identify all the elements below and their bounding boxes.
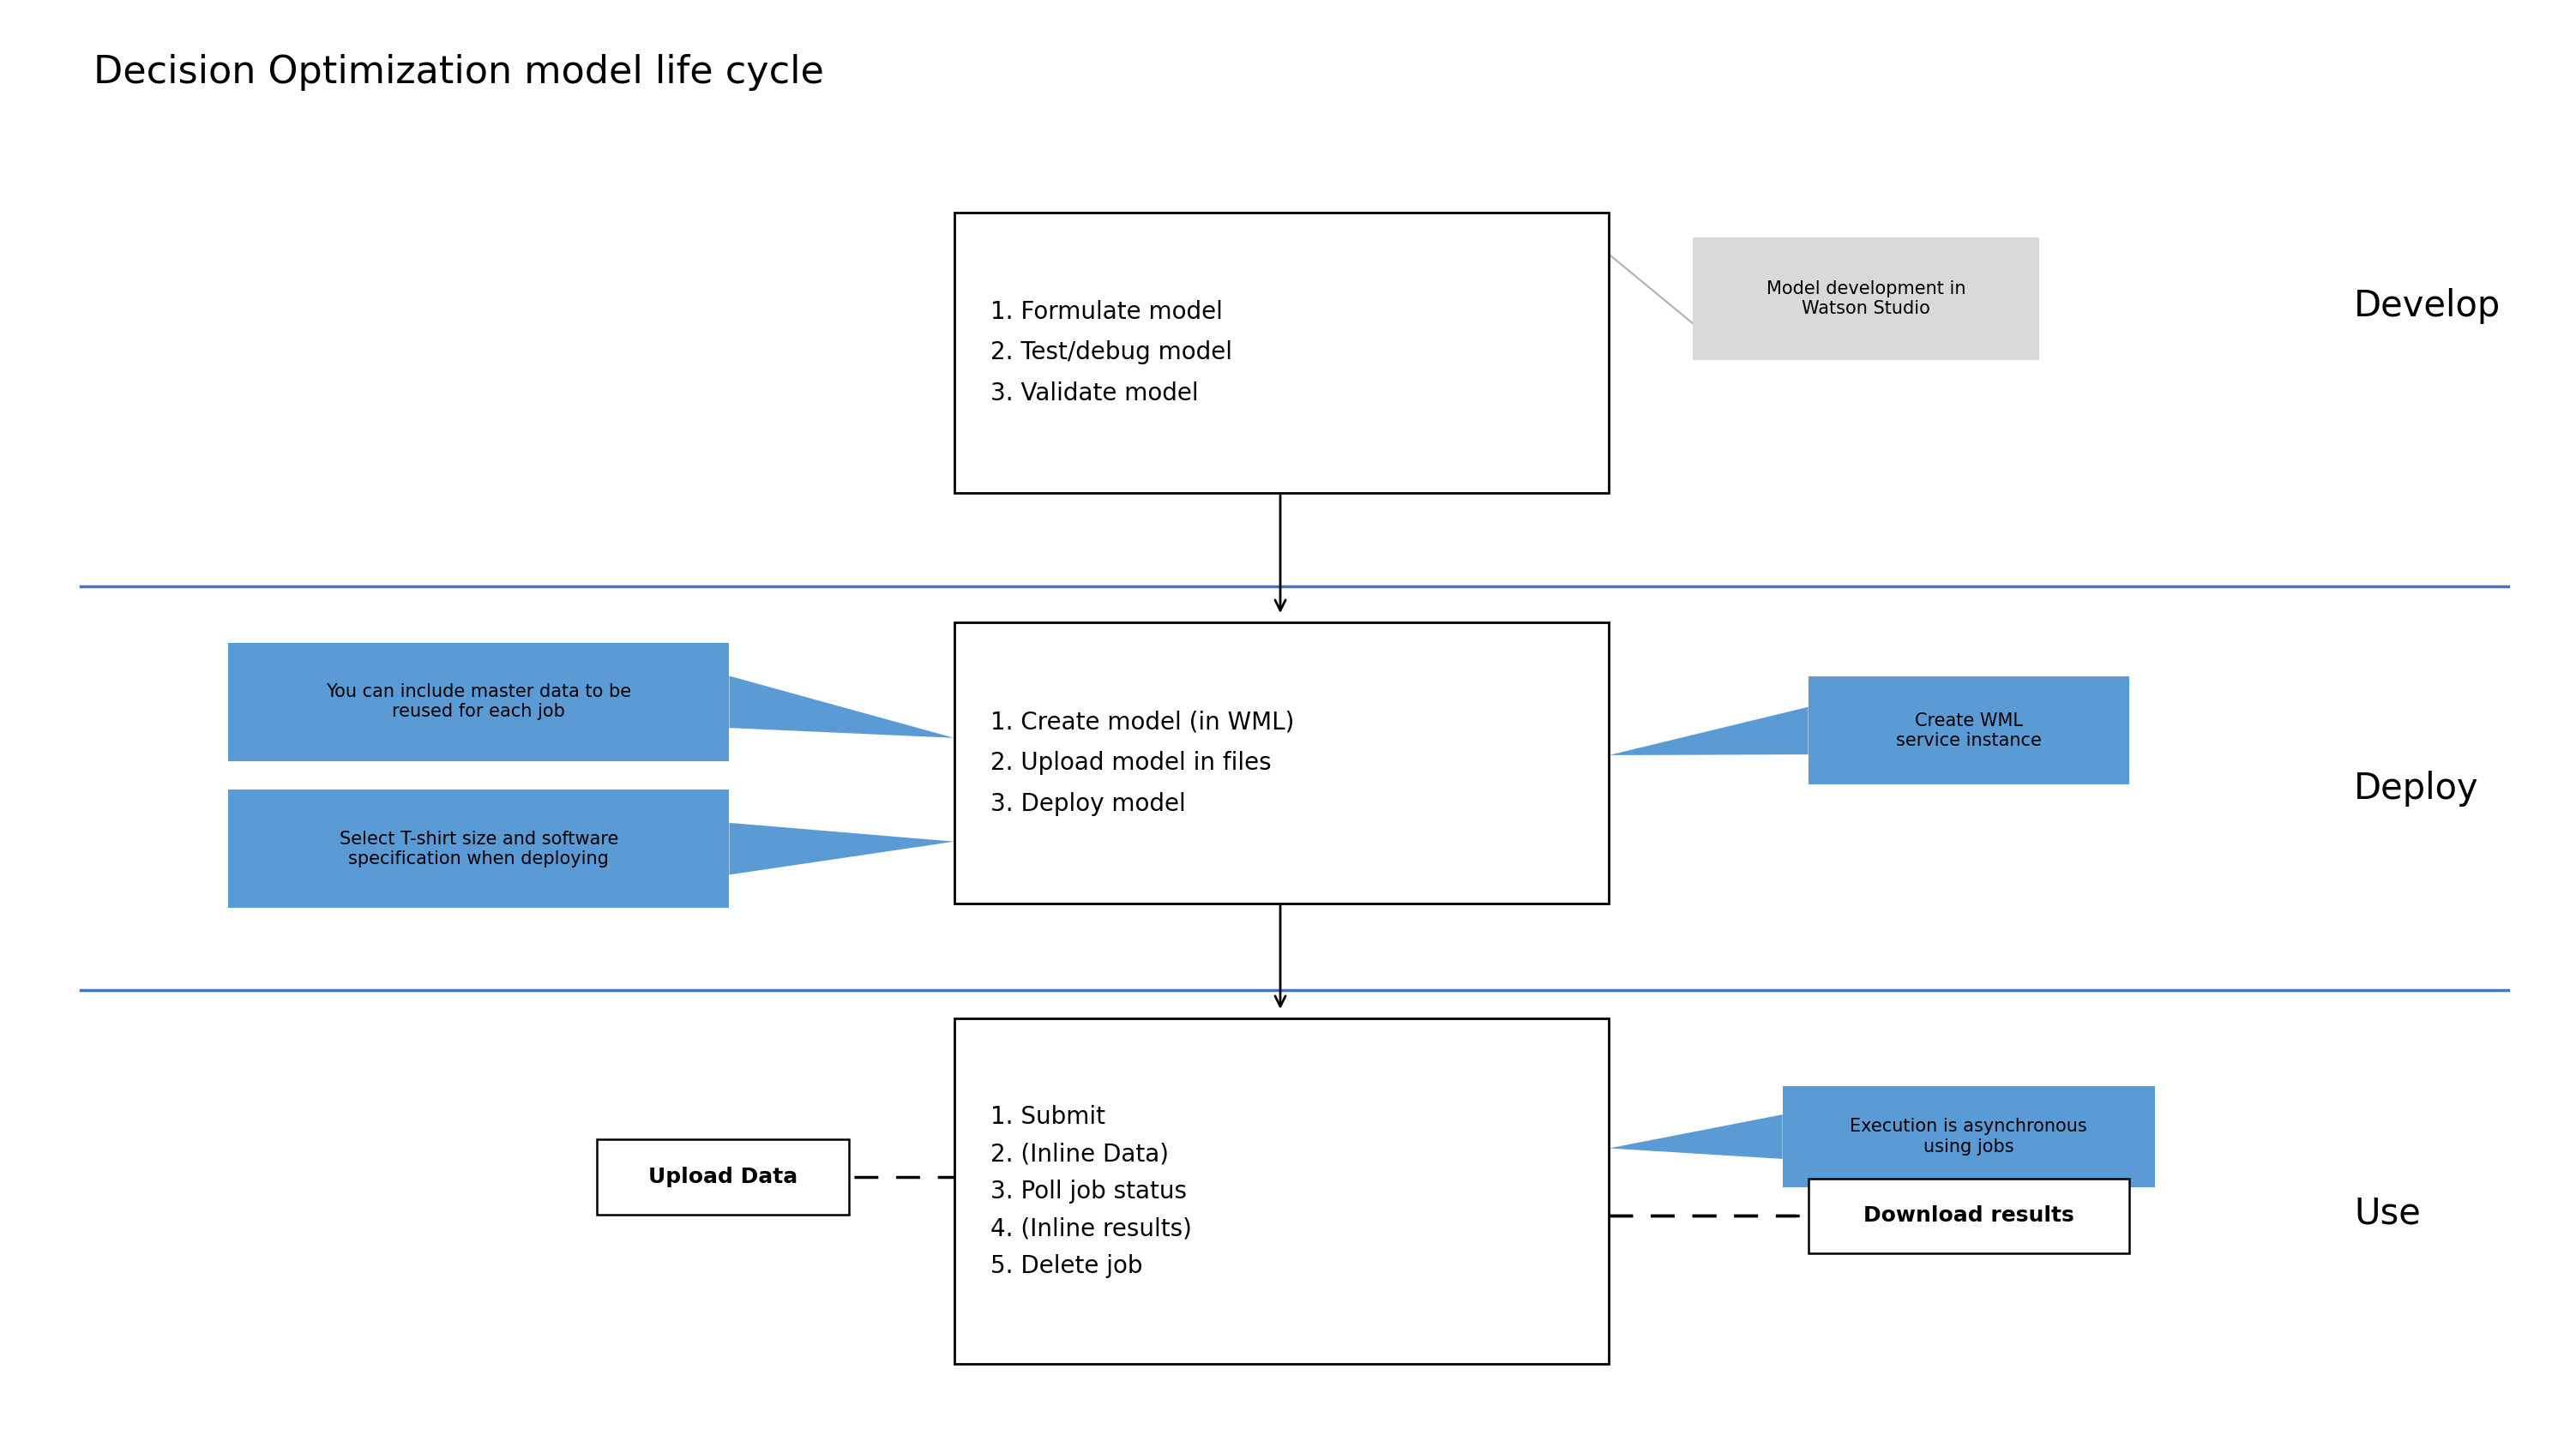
FancyBboxPatch shape [1692,237,2040,360]
FancyBboxPatch shape [953,1019,1610,1365]
Text: 1. Formulate model
2. Test/debug model
3. Validate model: 1. Formulate model 2. Test/debug model 3… [989,300,1231,405]
Polygon shape [729,823,953,875]
Text: Model development in
Watson Studio: Model development in Watson Studio [1767,281,1965,317]
Text: Select T-shirt size and software
specification when deploying: Select T-shirt size and software specifi… [340,831,618,867]
Text: 1. Create model (in WML)
2. Upload model in files
3. Deploy model: 1. Create model (in WML) 2. Upload model… [989,710,1293,816]
Text: Download results: Download results [1862,1205,2074,1226]
FancyBboxPatch shape [953,213,1610,493]
FancyBboxPatch shape [229,790,729,907]
FancyBboxPatch shape [229,642,729,761]
Text: Upload Data: Upload Data [649,1166,799,1188]
Text: Use: Use [2354,1195,2421,1231]
FancyBboxPatch shape [1783,1087,2156,1187]
Text: You can include master data to be
reused for each job: You can include master data to be reused… [327,683,631,721]
Text: Develop: Develop [2354,288,2501,324]
FancyBboxPatch shape [1808,1178,2130,1253]
Text: Deploy: Deploy [2354,770,2478,806]
Text: Execution is asynchronous
using jobs: Execution is asynchronous using jobs [1850,1119,2087,1155]
FancyBboxPatch shape [953,622,1610,903]
Polygon shape [1610,1114,1783,1159]
Text: Decision Optimization model life cycle: Decision Optimization model life cycle [93,54,824,91]
Text: 1. Submit
2. (Inline Data)
3. Poll job status
4. (Inline results)
5. Delete job: 1. Submit 2. (Inline Data) 3. Poll job s… [989,1106,1193,1278]
FancyBboxPatch shape [1808,677,2130,784]
FancyBboxPatch shape [598,1140,848,1214]
Polygon shape [729,676,953,738]
Polygon shape [1610,708,1808,755]
Text: Create WML
service instance: Create WML service instance [1896,712,2043,750]
